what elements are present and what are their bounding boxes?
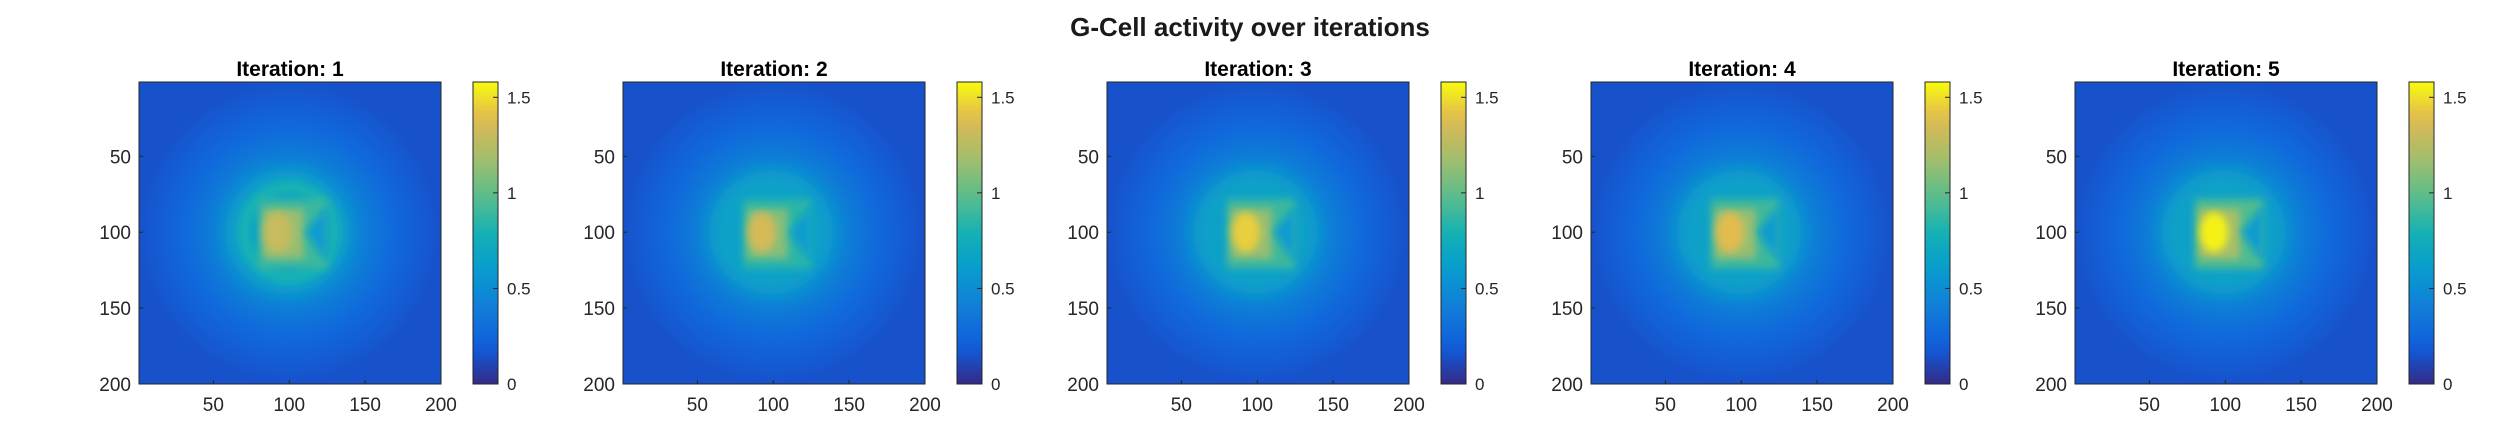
x-tick-label: 100: [2209, 395, 2241, 416]
y-tick-label: 100: [1067, 223, 1099, 244]
activity-ring: [238, 181, 341, 284]
x-tick-label: 100: [1725, 395, 1757, 416]
heatmap-image: [1107, 82, 1409, 384]
activity-peak: [264, 212, 293, 253]
colorbar-tick-label: 0.5: [991, 279, 1015, 298]
activity-notch: [1757, 204, 1780, 263]
colorbar: [956, 81, 983, 385]
y-tick-label: 50: [2046, 147, 2067, 168]
x-tick-label: 50: [1171, 395, 1192, 416]
panel-1: Iteration: 1 50 100 150 200 50 100 150 200 0 0.5 1 1…: [99, 58, 530, 416]
y-tick-label: 50: [594, 147, 615, 168]
colorbar-tick-label: 1: [991, 184, 1000, 203]
heatmap-image: [139, 82, 441, 384]
colorbar-tick-label: 0.5: [2443, 279, 2467, 298]
colorbar: [472, 81, 499, 385]
panel-title: Iteration: 4: [1688, 58, 1796, 81]
panel-4: Iteration: 4 50 100 150 200 50 100 150 200 0 0.5 1 1…: [1551, 58, 1982, 416]
x-tick-label: 100: [1241, 395, 1273, 416]
y-tick-label: 50: [1078, 147, 1099, 168]
colorbar-tick-label: 1.5: [991, 88, 1015, 107]
figure-title: G-Cell activity over iterations: [1070, 12, 1430, 42]
y-tick-label: 50: [1562, 147, 1583, 168]
panel-3: Iteration: 3 50 100 150 200 50 100 150 200 0 0.5 1 1…: [1067, 58, 1498, 416]
colorbar-tick-label: 1: [507, 184, 516, 203]
colorbar: [1924, 81, 1951, 385]
activity-notch: [789, 204, 812, 263]
x-tick-label: 50: [203, 395, 224, 416]
colorbar-tick-label: 0: [507, 375, 516, 394]
y-tick-label: 150: [2035, 299, 2067, 320]
heatmap-image: [623, 82, 925, 384]
colorbar-tick-label: 1: [1959, 184, 1968, 203]
x-tick-label: 100: [273, 395, 305, 416]
colorbar-tick-label: 0: [991, 375, 1000, 394]
panel-5: Iteration: 5 50 100 150 200 50 100 150 200 0 0.5 1 1…: [2035, 58, 2466, 416]
y-tick-label: 100: [583, 223, 615, 244]
colorbar-tick-label: 0: [2443, 375, 2452, 394]
axes-box: [2074, 81, 2378, 385]
y-tick-label: 200: [1551, 375, 1583, 396]
x-tick-label: 50: [2139, 395, 2160, 416]
y-tick-label: 100: [2035, 223, 2067, 244]
y-tick-label: 150: [99, 299, 131, 320]
colorbar-tick-label: 1: [2443, 184, 2452, 203]
activity-notch: [1273, 204, 1296, 263]
axes-box: [622, 81, 926, 385]
y-tick-label: 150: [583, 299, 615, 320]
heatmap-image: [1591, 82, 1893, 384]
x-tick-label: 150: [349, 395, 381, 416]
axes-box: [1106, 81, 1410, 385]
panel-title: Iteration: 5: [2172, 58, 2280, 81]
activity-peak: [1716, 212, 1745, 253]
colorbar-tick-label: 0.5: [1959, 279, 1983, 298]
activity-peak: [1232, 212, 1261, 253]
colorbar: [1440, 81, 1467, 385]
colorbar-tick-label: 1.5: [1959, 88, 1983, 107]
x-tick-label: 200: [1393, 395, 1425, 416]
y-tick-label: 100: [1551, 223, 1583, 244]
colorbar-tick-label: 1.5: [1475, 88, 1499, 107]
panel-2: Iteration: 2 50 100 150 200 50 100 150 200 0 0.5 1 1…: [583, 58, 1014, 416]
x-tick-label: 100: [757, 395, 789, 416]
colorbar-tick-label: 1: [1475, 184, 1484, 203]
x-tick-label: 200: [2361, 395, 2393, 416]
y-tick-label: 150: [1551, 299, 1583, 320]
heatmap-image: [2075, 82, 2377, 384]
activity-peak: [2200, 212, 2229, 253]
y-tick-label: 150: [1067, 299, 1099, 320]
y-tick-label: 200: [99, 375, 131, 396]
panel-title: Iteration: 2: [720, 58, 827, 81]
colorbar-tick-label: 0.5: [507, 279, 531, 298]
y-tick-label: 200: [2035, 375, 2067, 396]
y-tick-label: 50: [110, 147, 131, 168]
x-tick-label: 150: [1317, 395, 1349, 416]
y-tick-label: 200: [1067, 375, 1099, 396]
activity-peak: [748, 212, 777, 253]
x-tick-label: 50: [1655, 395, 1676, 416]
colorbar-tick-label: 0: [1959, 375, 1968, 394]
panel-title: Iteration: 3: [1204, 58, 1311, 81]
axes-box: [138, 81, 442, 385]
y-tick-label: 100: [99, 223, 131, 244]
x-tick-label: 200: [909, 395, 941, 416]
y-tick-label: 200: [583, 375, 615, 396]
colorbar: [2408, 81, 2435, 385]
colorbar-tick-label: 1.5: [2443, 88, 2467, 107]
panel-title: Iteration: 1: [236, 58, 344, 81]
x-tick-label: 150: [2285, 395, 2317, 416]
activity-notch: [2241, 204, 2264, 263]
x-tick-label: 200: [1877, 395, 1909, 416]
x-tick-label: 150: [833, 395, 865, 416]
colorbar-tick-label: 0.5: [1475, 279, 1499, 298]
x-tick-label: 200: [425, 395, 457, 416]
x-tick-label: 150: [1801, 395, 1833, 416]
x-tick-label: 50: [687, 395, 708, 416]
colorbar-tick-label: 0: [1475, 375, 1484, 394]
colorbar-tick-label: 1.5: [507, 88, 531, 107]
axes-box: [1590, 81, 1894, 385]
activity-notch: [305, 204, 328, 263]
